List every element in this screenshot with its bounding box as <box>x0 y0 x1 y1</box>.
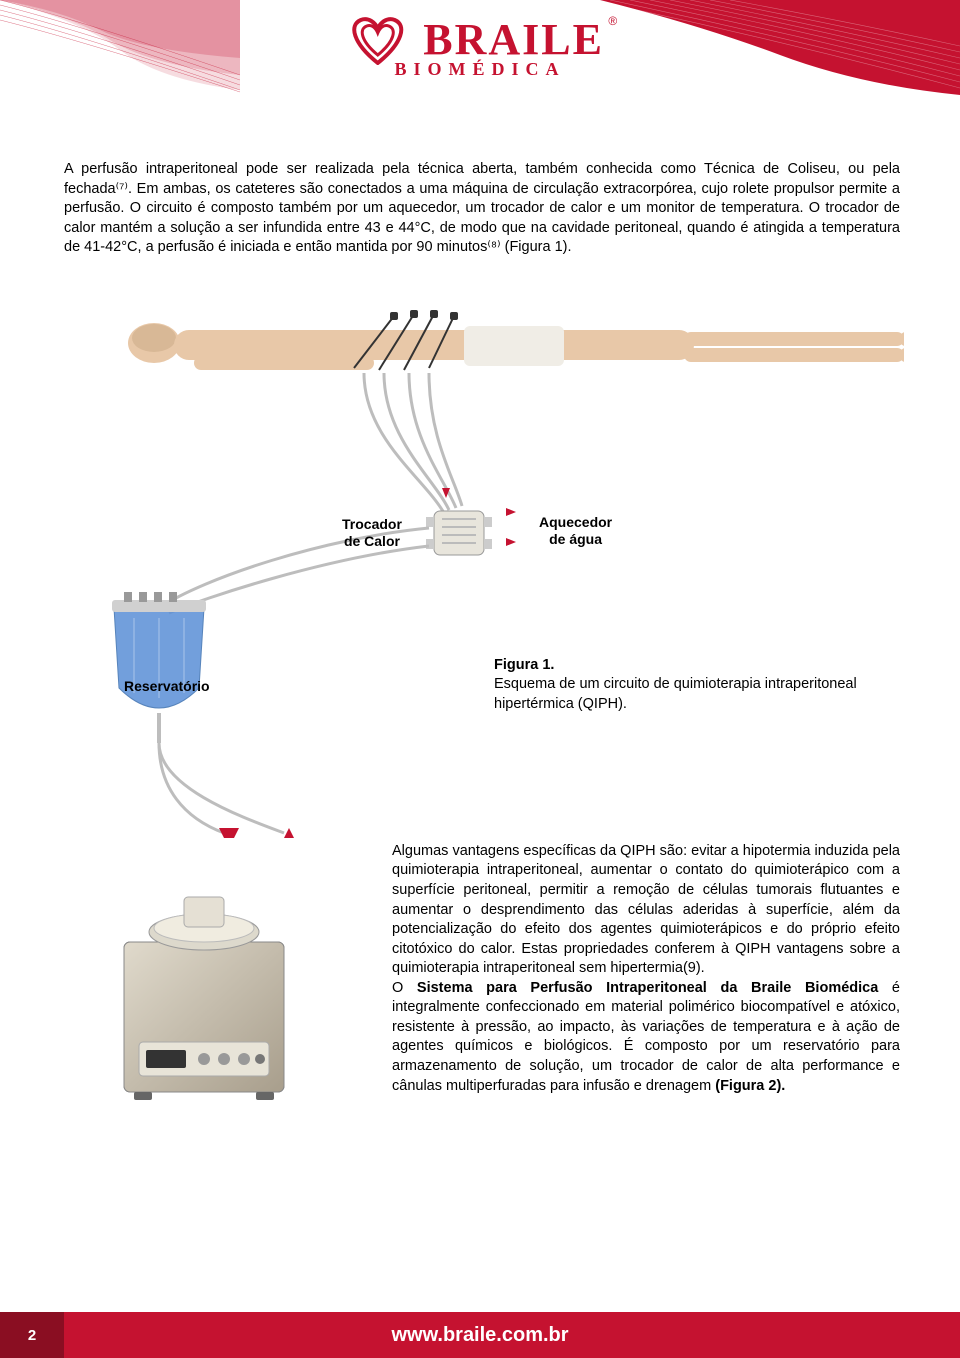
header-wave-left <box>0 0 240 100</box>
logo-reg: ® <box>608 14 617 28</box>
main-content: A perfusão intraperitoneal pode ser real… <box>0 120 960 838</box>
label-reservatorio: Reservatório <box>124 678 210 695</box>
paragraph-1: A perfusão intraperitoneal pode ser real… <box>64 160 900 258</box>
logo-name: BRAILE <box>423 14 604 65</box>
header-wave-right <box>600 0 960 100</box>
lower-section: Algumas vantagens específicas da QIPH sã… <box>0 842 960 1142</box>
page-number: 2 <box>0 1312 64 1358</box>
patient-body <box>128 310 904 370</box>
page-header: BRAILE ® BIOMÉDICA <box>0 0 960 120</box>
diagram-svg <box>64 278 904 838</box>
paragraph-2: Algumas vantagens específicas da QIPH sã… <box>392 842 900 1142</box>
figure-1-text: Esquema de um circuito de quimioterapia … <box>494 676 857 712</box>
paragraph-2b-rest: é integralmente confeccionado em materia… <box>392 980 900 1094</box>
heat-exchanger <box>426 511 492 555</box>
paragraph-2a: Algumas vantagens específicas da QIPH sã… <box>392 843 900 976</box>
page-footer: 2 www.braile.com.br <box>0 1312 960 1358</box>
reservoir <box>112 592 206 743</box>
paragraph-2b-figref: (Figura 2). <box>715 1078 785 1094</box>
figure-1-title: Figura 1. <box>494 657 554 673</box>
footer-url: www.braile.com.br <box>64 1324 960 1347</box>
brand-logo: BRAILE ® BIOMÉDICA <box>343 14 617 80</box>
label-aquecedor: Aquecedorde água <box>539 514 612 548</box>
paragraph-2b-bold: Sistema para Perfusão Intraperitoneal da… <box>417 980 878 996</box>
label-trocador: Trocadorde Calor <box>342 516 402 550</box>
flow-arrows-bottom <box>219 828 299 838</box>
machine-image <box>64 842 364 1142</box>
figure-1-diagram: Trocadorde Calor Aquecedorde água Reserv… <box>64 278 900 838</box>
paragraph-2b-prefix: O <box>392 980 417 996</box>
heart-icon <box>343 15 413 65</box>
figure-1-caption: Figura 1. Esquema de um circuito de quim… <box>494 656 874 715</box>
